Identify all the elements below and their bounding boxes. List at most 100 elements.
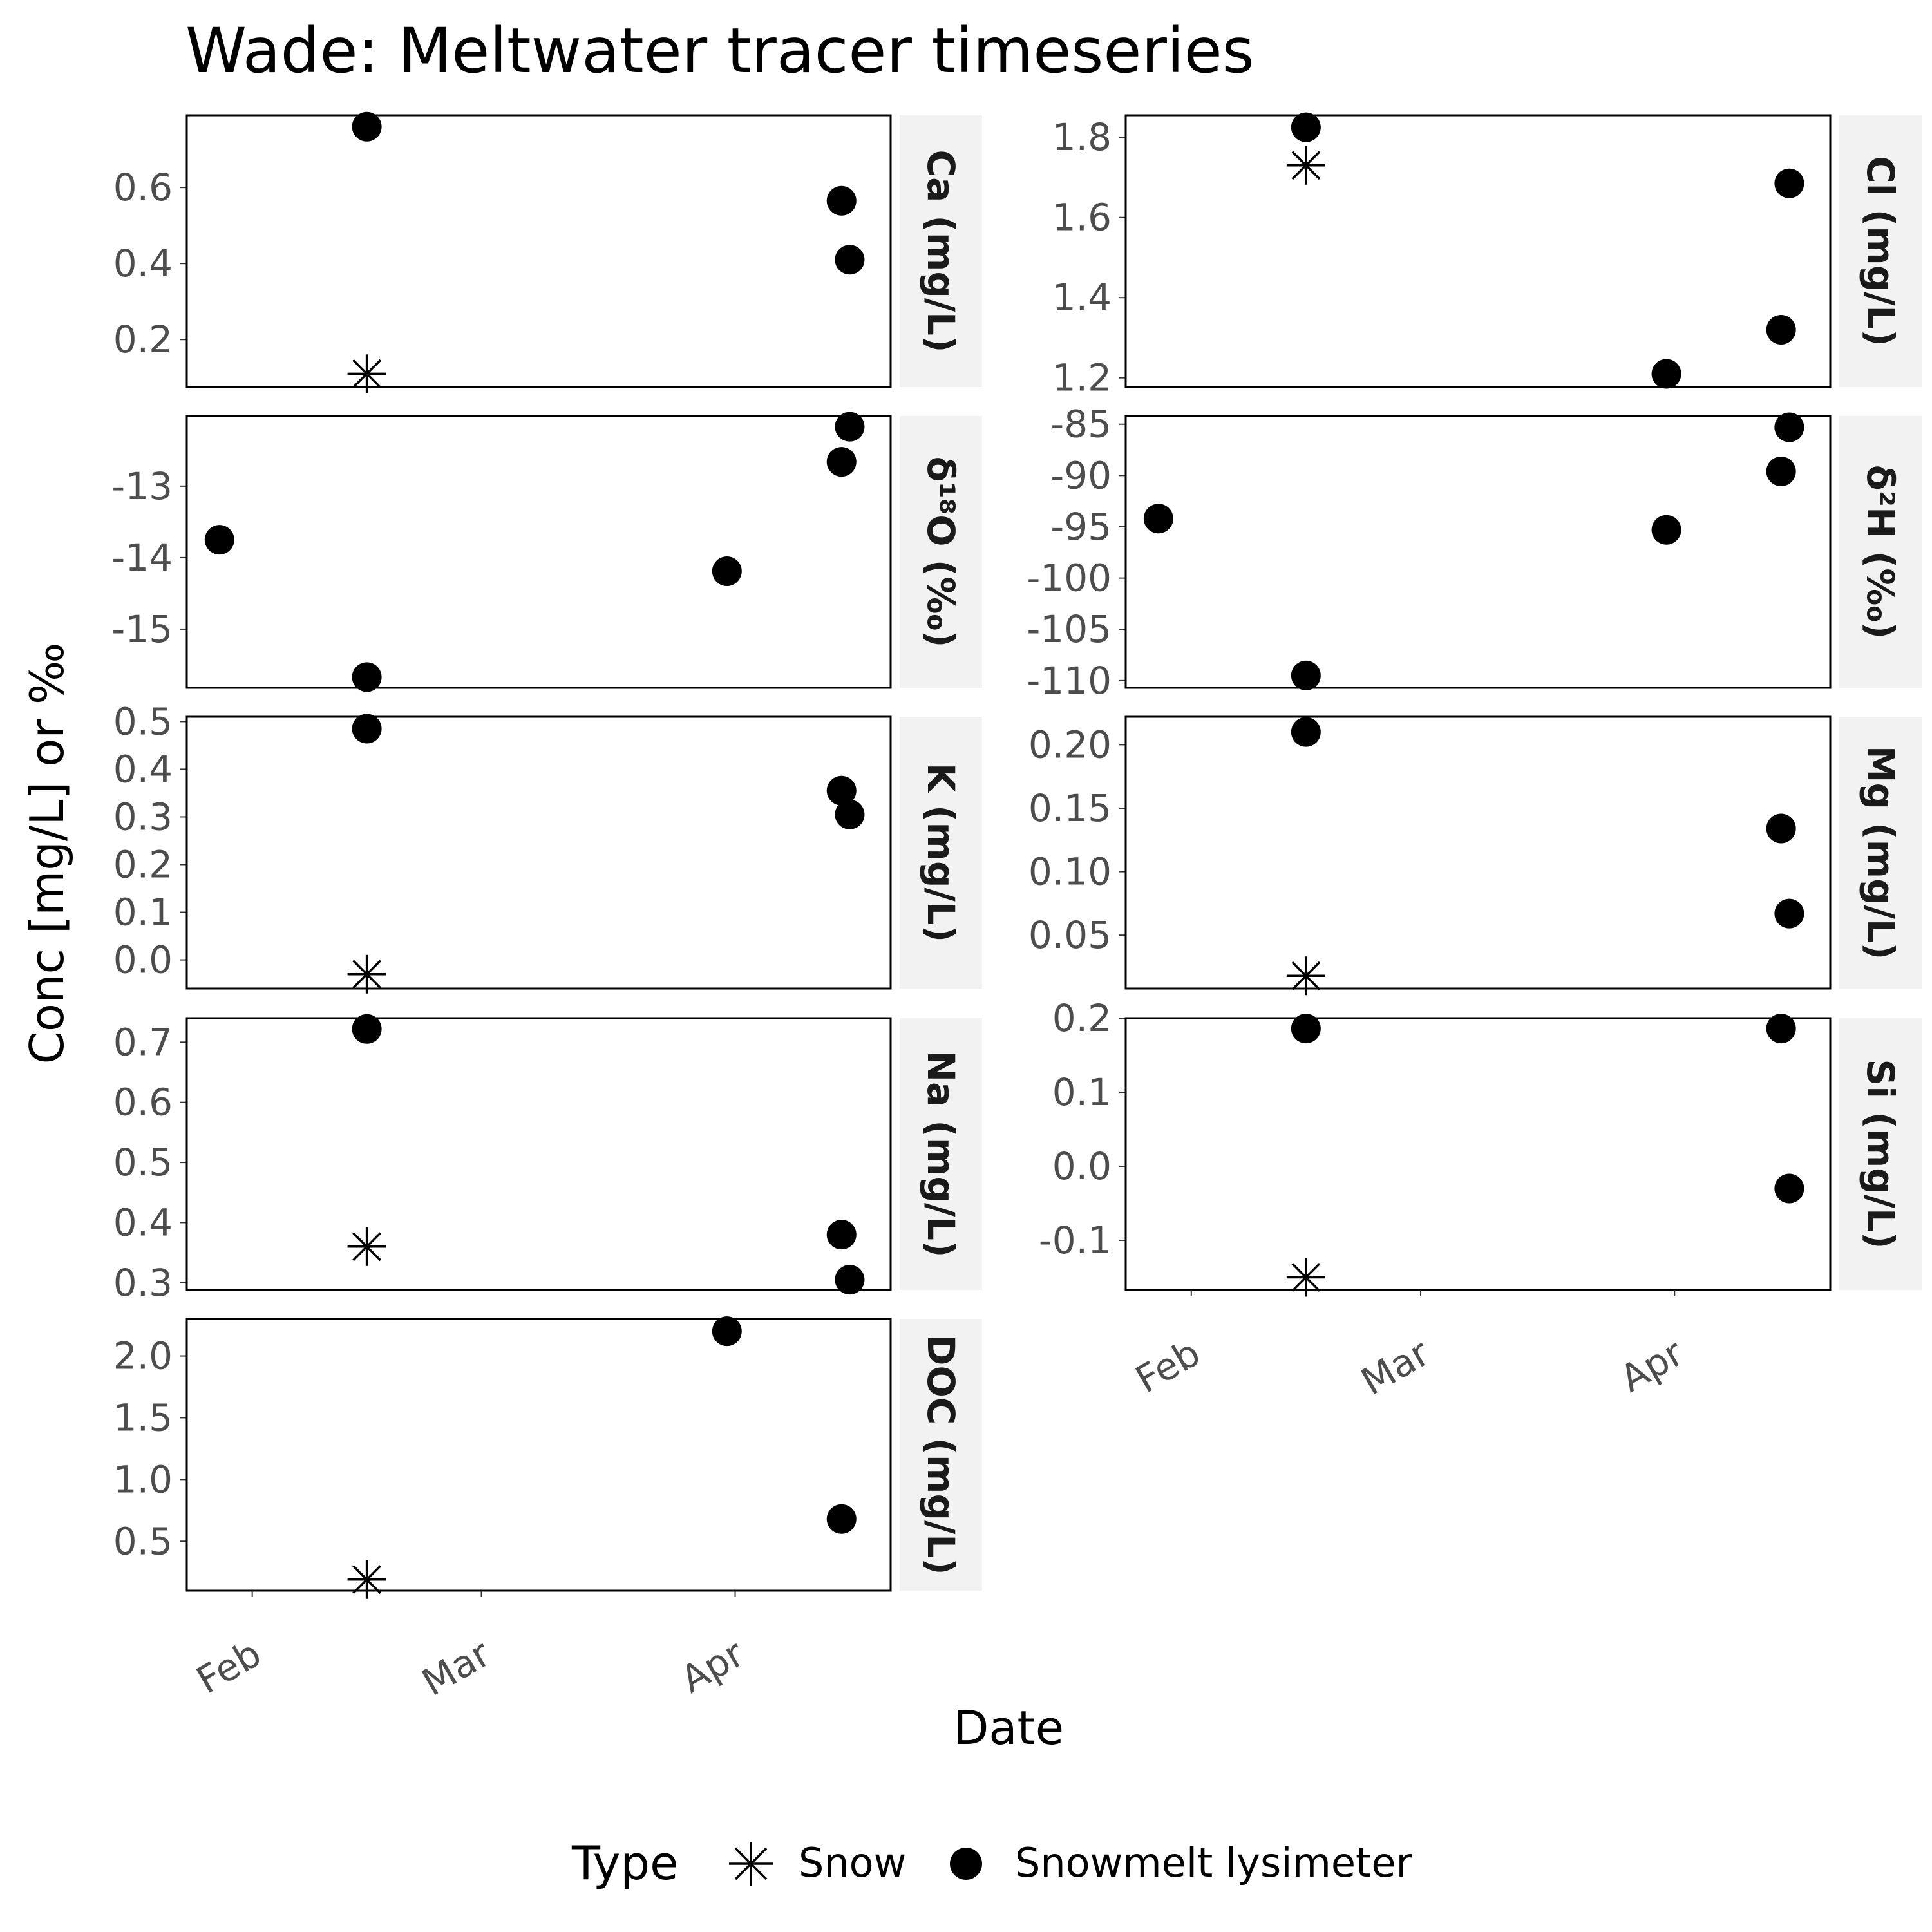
point-snow (1286, 956, 1325, 996)
y-tick-label: 0.7 (113, 1020, 173, 1064)
facet-doc-mg-l: DOC (mg/L) 0.5 1.0 1.5 2.0 Feb Mar Apr (113, 1316, 982, 1705)
y-tick-label: -0.1 (1039, 1218, 1112, 1262)
y-tick-label: -85 (1050, 402, 1112, 446)
point-snow (347, 954, 386, 994)
facet-border (185, 1017, 892, 1291)
y-tick-label: -105 (1027, 607, 1112, 651)
y-tick-label: -15 (111, 607, 173, 651)
y-tick-label: 0.15 (1028, 786, 1112, 830)
y-tick-label: 0.1 (113, 891, 173, 934)
facet-mg-mg-l: Mg (mg/L) 0.05 0.10 0.15 0.20 (1028, 715, 1922, 996)
y-tick-label: 0.0 (113, 938, 173, 982)
x-tick-label: Apr (674, 1631, 752, 1701)
point-snowmelt-lysimeter (1143, 504, 1173, 534)
facet-strip (1839, 717, 1922, 989)
facet-strip (900, 717, 982, 989)
facet-strip-label: Si (mg/L) (1859, 1059, 1902, 1249)
y-tick-label: 2.0 (113, 1334, 173, 1378)
point-snowmelt-lysimeter (1291, 112, 1321, 142)
y-tick-label: 0.2 (113, 317, 173, 361)
legend-title: Type (571, 1836, 678, 1890)
point-snow-stroke (1291, 1263, 1321, 1292)
facet-strip (1839, 1018, 1922, 1290)
legend-label-snow: Snow (799, 1839, 906, 1886)
facet-strip (900, 1319, 982, 1591)
facet-cl-mg-l: Cl (mg/L) 1.2 1.4 1.6 1.8 (1052, 112, 1922, 400)
facet-strip-label: DOC (mg/L) (919, 1334, 963, 1575)
facet-border (185, 114, 892, 388)
x-tick-label: Mar (1354, 1331, 1437, 1404)
point-snow (1286, 146, 1325, 185)
y-tick-label: -100 (1027, 556, 1112, 600)
legend-snow-key (729, 1842, 773, 1886)
y-tick-label: 0.6 (113, 166, 173, 209)
y-tick-label: 0.5 (113, 1519, 173, 1563)
facet-strip-label: δ¹⁸O (‰) (919, 457, 963, 648)
point-snowmelt-lysimeter (826, 775, 857, 806)
y-tick-label: -14 (111, 536, 173, 580)
point-snowmelt-lysimeter (1774, 1173, 1804, 1204)
point-snowmelt-lysimeter (826, 1220, 857, 1250)
facet-strip (1839, 115, 1922, 387)
y-tick-label: 0.4 (113, 1200, 173, 1244)
facet-border (185, 415, 892, 689)
x-tick-label: Apr (1613, 1331, 1690, 1401)
facet-border (1124, 114, 1832, 388)
facet-border (185, 1318, 892, 1592)
point-snowmelt-lysimeter (352, 662, 382, 692)
point-snowmelt-lysimeter (835, 412, 865, 442)
chart-title: Wade: Meltwater tracer timeseries (185, 15, 1255, 87)
y-tick-label: 0.4 (113, 242, 173, 285)
point-snow-stroke (1291, 151, 1321, 180)
facet-strip-label: K (mg/L) (919, 763, 963, 942)
facet-ca-mg-l: Ca (mg/L) 0.2 0.4 0.6 (113, 111, 982, 393)
y-axis-title: Conc [mg/L] or ‰ (20, 643, 74, 1065)
facet-strip-label: Cl (mg/L) (1859, 156, 1902, 346)
point-snowmelt-lysimeter (1291, 660, 1321, 690)
y-tick-label: 0.05 (1028, 913, 1112, 957)
legend-snow-asterisk-stroke (734, 1847, 768, 1880)
x-tick-label: Feb (189, 1631, 269, 1702)
point-snowmelt-lysimeter (1766, 1014, 1796, 1044)
y-tick-label: 0.3 (113, 795, 173, 838)
point-snowmelt-lysimeter (1766, 813, 1796, 844)
facet-na-mg-l: Na (mg/L) 0.3 0.4 0.5 0.6 0.7 (113, 1014, 982, 1305)
legend-lysimeter-key (950, 1848, 982, 1880)
legend: Type Snow Snowmelt lysimeter (571, 1836, 1413, 1890)
y-tick-label: -95 (1050, 505, 1112, 549)
facet-h: δ²H (‰) -110 -105 -100 -95 -90 -85 (1027, 402, 1922, 703)
point-snowmelt-lysimeter (1766, 456, 1796, 486)
point-snowmelt-lysimeter (1774, 898, 1804, 929)
y-tick-label: 0.6 (113, 1081, 173, 1124)
point-snowmelt-lysimeter (835, 1265, 865, 1295)
point-snow-stroke (1291, 961, 1321, 990)
y-tick-label: 0.5 (113, 1141, 173, 1184)
point-snow-stroke (352, 1232, 382, 1262)
point-snowmelt-lysimeter (352, 714, 382, 744)
point-snow (347, 1227, 386, 1266)
point-snowmelt-lysimeter (712, 556, 742, 586)
y-tick-label: -110 (1027, 659, 1112, 703)
y-tick-label: 0.4 (113, 747, 173, 791)
facet-strip (900, 115, 982, 387)
point-snowmelt-lysimeter (204, 525, 234, 555)
point-snowmelt-lysimeter (352, 1014, 382, 1044)
y-tick-label: 0.3 (113, 1261, 173, 1305)
point-snowmelt-lysimeter (1651, 515, 1681, 545)
facet-border (1124, 415, 1832, 689)
point-snowmelt-lysimeter (835, 799, 865, 829)
facet-border (185, 715, 892, 990)
facet-border (1124, 1017, 1832, 1291)
x-axis-title: Date (953, 1701, 1064, 1755)
point-snowmelt-lysimeter (712, 1316, 742, 1347)
facet-strip-label: Ca (mg/L) (919, 149, 963, 352)
y-tick-label: 1.5 (113, 1396, 173, 1439)
point-snowmelt-lysimeter (835, 245, 865, 275)
legend-label-lysimeter: Snowmelt lysimeter (1015, 1839, 1413, 1886)
facet-si-mg-l: Si (mg/L) -0.1 0.0 0.1 0.2 Feb Mar Apr (1039, 996, 1922, 1404)
y-tick-label: 0.2 (113, 843, 173, 887)
y-tick-label: 1.4 (1052, 276, 1112, 319)
x-tick-label: Feb (1128, 1331, 1208, 1401)
x-tick-label: Mar (415, 1631, 498, 1705)
